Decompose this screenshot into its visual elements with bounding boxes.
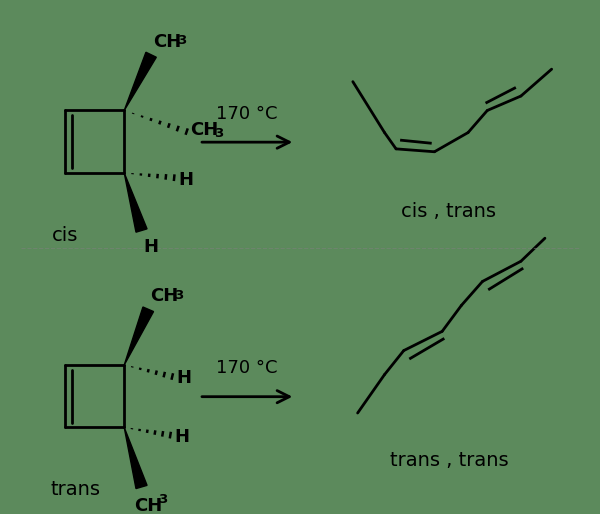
Text: 170 °C: 170 °C (217, 105, 278, 123)
Text: trans: trans (50, 480, 100, 499)
Text: H: H (174, 428, 189, 446)
Polygon shape (124, 173, 147, 232)
Text: 3: 3 (215, 127, 224, 140)
Text: H: H (143, 238, 158, 256)
Text: CH: CH (134, 497, 162, 514)
Text: trans , trans: trans , trans (389, 451, 508, 470)
Text: 3: 3 (174, 288, 184, 302)
Text: 3: 3 (177, 34, 187, 47)
Text: cis , trans: cis , trans (401, 201, 496, 221)
Text: CH: CH (150, 287, 178, 305)
Text: cis: cis (52, 226, 79, 245)
Polygon shape (124, 52, 157, 111)
Polygon shape (124, 307, 154, 365)
Text: 3: 3 (158, 493, 167, 506)
Text: CH: CH (191, 121, 219, 139)
Text: H: H (178, 171, 193, 189)
Text: CH: CH (153, 33, 181, 51)
Polygon shape (124, 428, 147, 489)
Text: H: H (176, 370, 191, 388)
Text: 170 °C: 170 °C (217, 359, 278, 377)
